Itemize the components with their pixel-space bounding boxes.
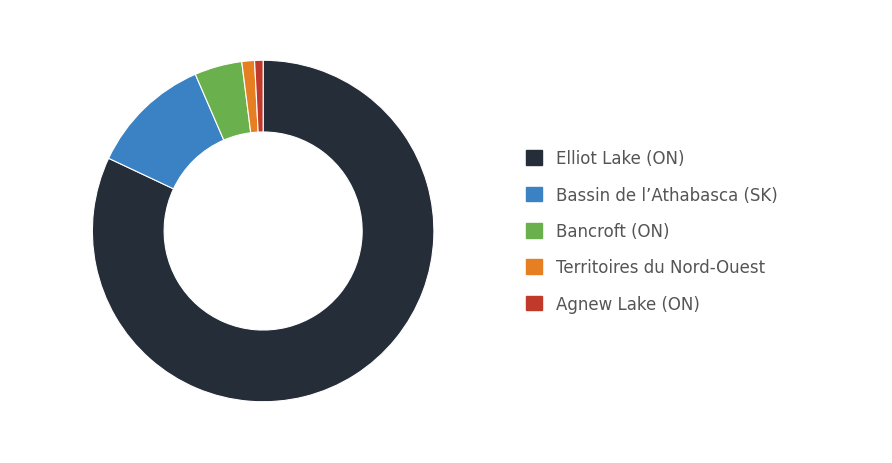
Wedge shape [93, 61, 434, 402]
Wedge shape [242, 61, 258, 133]
Wedge shape [109, 75, 224, 189]
Wedge shape [195, 63, 251, 141]
Wedge shape [254, 61, 263, 133]
Legend: Elliot Lake (ON), Bassin de l’Athabasca (SK), Bancroft (ON), Territoires du Nord: Elliot Lake (ON), Bassin de l’Athabasca … [525, 150, 778, 313]
